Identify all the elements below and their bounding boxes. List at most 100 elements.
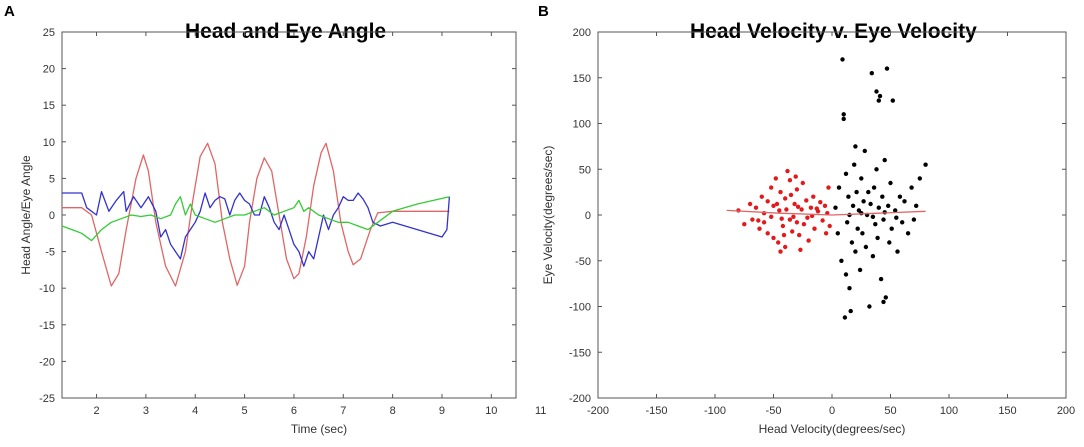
x-tick-label: 10: [485, 405, 497, 417]
x-tick-label: 8: [390, 405, 396, 417]
scatter-point: [843, 171, 849, 176]
series-line: [61, 196, 450, 242]
x-tick-label: -50: [766, 405, 782, 417]
scatter-point: [855, 226, 860, 231]
scatter-point: [839, 258, 844, 263]
scatter-point: [784, 207, 789, 212]
x-tick-label: 4: [192, 405, 198, 417]
scatter-point: [823, 231, 829, 236]
line-chart: -25 -20 -15 -10 -5 0 5 10 15 20 25 2 3 4 5 6 7 8 9 10 11 Time…: [19, 27, 546, 436]
scatter-point: [870, 214, 876, 219]
scatter-point: [881, 299, 886, 305]
x-tick-label: -200: [587, 405, 609, 417]
scatter-point: [765, 199, 770, 204]
scatter-point: [776, 240, 781, 245]
scatter-point: [818, 200, 823, 205]
scatter-point: [826, 185, 831, 190]
scatter-point: [886, 203, 891, 208]
scatter-point: [794, 220, 800, 225]
scatter-point: [771, 235, 776, 241]
scatter-point: [798, 247, 803, 252]
scatter-point: [753, 205, 759, 210]
scatter-point: [914, 203, 919, 208]
scatter-point: [848, 308, 853, 314]
x-tick-label: 0: [829, 405, 835, 417]
scatter-point: [900, 220, 905, 225]
y-tick-label: 0: [49, 210, 55, 222]
scatter-point: [874, 89, 879, 94]
panel-b: B Head Velocity v. Eye Velocity -200 -150…: [530, 0, 1084, 447]
scatter-point: [777, 208, 782, 213]
x-tick-label: 200: [1057, 405, 1075, 417]
scatter-point: [833, 205, 838, 210]
scatter-point: [845, 220, 850, 225]
scatter-point: [794, 187, 800, 192]
scatter-point: [871, 185, 877, 190]
scatter-point: [781, 232, 787, 238]
scatter-point: [859, 176, 864, 181]
y-axis-label: Eye Velocity(degrees/sec): [541, 146, 555, 285]
scatter-point: [843, 272, 849, 277]
scatter-point: [783, 196, 788, 201]
scatter-point: [840, 57, 845, 62]
scatter-point: [862, 148, 867, 154]
scatter-point: [877, 93, 883, 99]
scatter-point: [867, 304, 872, 309]
panel-letter: A: [4, 3, 15, 20]
scatter-point: [806, 238, 811, 243]
x-tick-label: 5: [242, 405, 248, 417]
scatter-point: [778, 249, 783, 254]
scatter-point: [849, 240, 855, 245]
y-tick-label: -150: [569, 347, 591, 359]
y-tick-label: -15: [39, 320, 55, 332]
y-tick-label: 25: [43, 27, 55, 39]
y-tick-label: -5: [45, 247, 55, 259]
scatter-point: [791, 214, 796, 219]
scatter-point: [863, 244, 869, 250]
scatter-point: [742, 222, 747, 227]
scatter-point: [750, 217, 755, 222]
x-axis-label: Time (sec): [291, 422, 347, 436]
scatter-point: [890, 98, 895, 103]
scatter-point: [841, 112, 846, 117]
scatter-point: [787, 178, 793, 183]
scatter-point: [868, 201, 873, 207]
scatter-point: [811, 194, 816, 199]
scatter-point: [771, 203, 776, 208]
scatter-point: [788, 192, 794, 198]
y-tick-label: 20: [43, 64, 55, 76]
y-tick-label: 15: [43, 100, 55, 112]
scatter-point: [805, 215, 810, 220]
x-tick-label: 6: [291, 405, 297, 417]
scatter-point: [795, 204, 801, 209]
scatter-point: [888, 180, 893, 186]
scatter-point: [853, 144, 858, 149]
y-tick-label: 5: [49, 173, 55, 185]
y-axis-label: Head Angle/Eye Angle: [19, 155, 33, 275]
scatter-point: [857, 267, 863, 273]
scatter-point: [881, 217, 886, 222]
scatter-point: [911, 217, 917, 222]
y-tick-label: -20: [39, 356, 55, 368]
scatter-point: [790, 229, 795, 234]
scatter-point: [847, 286, 852, 291]
panel-letter: B: [538, 3, 549, 20]
x-tick-label: 150: [998, 405, 1016, 417]
scatter-point: [800, 180, 805, 186]
scatter-point: [757, 226, 762, 231]
scatter-point: [876, 98, 881, 103]
scatter-point: [895, 249, 900, 254]
scatter-point: [820, 218, 825, 223]
scatter-point: [822, 203, 828, 208]
scatter-point: [769, 214, 774, 219]
scatter-point: [787, 217, 793, 222]
series-line: [62, 190, 451, 267]
scatter-point: [756, 218, 761, 223]
x-tick-label: 11: [535, 405, 546, 417]
y-tick-label: 0: [585, 210, 591, 222]
panel-a: A Head and Eye Angle -25 -20 -15 -10 -5 0 5 10 1…: [0, 0, 546, 447]
y-tick-label: -50: [575, 256, 591, 268]
scatter-point: [846, 194, 851, 199]
scatter-point: [841, 116, 846, 122]
scatter-point: [880, 194, 885, 199]
